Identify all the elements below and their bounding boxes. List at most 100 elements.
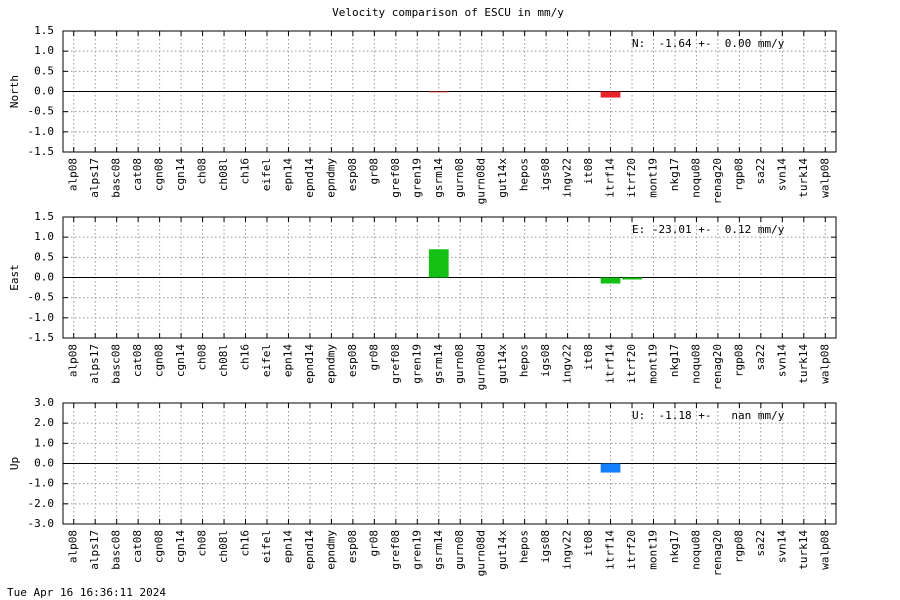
y-tick-label: -1.5 (28, 145, 55, 158)
x-tick-label: gurn08 (453, 158, 466, 198)
x-tick-label: epn14 (281, 530, 294, 563)
footer: Tue Apr 16 16:36:11 2024 (7, 586, 166, 599)
x-tick-label: noqu08 (689, 530, 702, 570)
x-tick-label: cgn14 (174, 344, 187, 377)
x-tick-label: hepos (518, 344, 531, 377)
y-axis-label: North (8, 75, 21, 108)
y-tick-label: -1.0 (28, 477, 55, 490)
x-tick-label: rgp08 (732, 530, 745, 563)
y-tick-label: 3.0 (34, 396, 54, 409)
x-tick-label: ch08l (217, 530, 230, 563)
bar (428, 91, 449, 93)
y-axis-label: Up (8, 457, 21, 470)
y-tick-label: 0.5 (34, 64, 54, 77)
x-tick-label: esp08 (346, 344, 359, 377)
x-tick-label: turk14 (797, 530, 810, 570)
x-tick-label: itrf20 (625, 344, 638, 384)
x-tick-label: alp08 (67, 158, 80, 191)
x-tick-label: mont19 (646, 530, 659, 570)
x-tick-label: mont19 (646, 158, 659, 198)
x-tick-label: cat08 (131, 530, 144, 563)
y-tick-label: 1.0 (34, 44, 54, 57)
x-tick-label: cgn14 (174, 158, 187, 191)
y-tick-label: 0.0 (34, 457, 54, 470)
x-tick-label: epndmy (324, 344, 337, 384)
y-tick-label: 0.5 (34, 250, 54, 263)
x-tick-label: gurn08d (475, 344, 488, 390)
x-tick-label: alp08 (67, 344, 80, 377)
x-tick-label: igs08 (539, 344, 552, 377)
y-tick-label: 0.0 (34, 85, 54, 98)
bar (622, 277, 642, 280)
x-tick-label: epnd14 (303, 158, 316, 198)
y-tick-label: -1.0 (28, 125, 55, 138)
x-tick-label: gut14x (496, 530, 509, 570)
x-tick-label: ingv22 (561, 344, 574, 384)
x-tick-label: gref08 (389, 344, 402, 384)
y-tick-label: 1.5 (34, 24, 54, 37)
x-tick-label: svn14 (775, 530, 788, 563)
bar (600, 91, 621, 98)
x-tick-label: walp08 (818, 158, 831, 198)
y-axis-label: East (8, 264, 21, 291)
x-tick-label: it08 (582, 344, 595, 371)
x-tick-label: cgn08 (153, 158, 166, 191)
x-tick-label: basc08 (110, 344, 123, 384)
x-tick-label: noqu08 (689, 344, 702, 384)
bar (428, 249, 449, 278)
x-tick-label: walp08 (818, 530, 831, 570)
y-tick-label: 1.0 (34, 230, 54, 243)
x-tick-label: eifel (260, 158, 273, 191)
x-tick-label: gurn08 (453, 530, 466, 570)
x-tick-label: hepos (518, 530, 531, 563)
x-tick-label: gurn08 (453, 344, 466, 384)
x-tick-label: epndmy (324, 158, 337, 198)
y-tick-label: -1.0 (28, 311, 55, 324)
x-tick-label: gren19 (410, 158, 423, 198)
x-tick-label: gr08 (367, 158, 380, 185)
x-tick-label: cgn08 (153, 530, 166, 563)
x-tick-label: cgn14 (174, 530, 187, 563)
x-tick-label: basc08 (110, 158, 123, 198)
x-tick-label: sa22 (754, 344, 767, 371)
x-tick-label: it08 (582, 158, 595, 185)
x-tick-label: noqu08 (689, 158, 702, 198)
y-tick-label: 1.5 (34, 210, 54, 223)
x-tick-label: nkg17 (668, 344, 681, 377)
x-tick-label: gsrm14 (432, 530, 445, 570)
x-tick-label: itrf14 (604, 530, 617, 570)
x-tick-label: gurn08d (475, 530, 488, 576)
x-tick-label: ingv22 (561, 530, 574, 570)
x-tick-label: svn14 (775, 344, 788, 377)
x-tick-label: ch08l (217, 158, 230, 191)
x-tick-label: gsrm14 (432, 158, 445, 198)
x-tick-label: renag20 (711, 158, 724, 204)
x-tick-label: gurn08d (475, 158, 488, 204)
x-tick-label: cat08 (131, 344, 144, 377)
x-tick-label: nkg17 (668, 530, 681, 563)
x-tick-label: itrf20 (625, 158, 638, 198)
x-tick-label: ch08 (196, 158, 209, 185)
x-tick-label: ch16 (239, 344, 252, 371)
x-tick-label: epndmy (324, 530, 337, 570)
x-tick-label: turk14 (797, 344, 810, 384)
x-tick-label: rgp08 (732, 344, 745, 377)
x-tick-label: rgp08 (732, 158, 745, 191)
x-tick-label: renag20 (711, 344, 724, 390)
x-tick-label: alps17 (88, 344, 101, 384)
x-tick-label: sa22 (754, 530, 767, 557)
annotation: E: -23.01 +- 0.12 mm/y (632, 223, 785, 236)
bar (600, 463, 621, 473)
x-tick-label: ch08 (196, 344, 209, 371)
x-tick-label: ch08l (217, 344, 230, 377)
x-tick-label: itrf14 (604, 158, 617, 198)
x-tick-label: igs08 (539, 158, 552, 191)
x-tick-label: igs08 (539, 530, 552, 563)
chart-title: Velocity comparison of ESCU in mm/y (332, 6, 564, 19)
x-tick-label: basc08 (110, 530, 123, 570)
x-tick-label: ch16 (239, 158, 252, 185)
x-tick-label: gren19 (410, 344, 423, 384)
x-tick-label: esp08 (346, 158, 359, 191)
x-tick-label: nkg17 (668, 158, 681, 191)
